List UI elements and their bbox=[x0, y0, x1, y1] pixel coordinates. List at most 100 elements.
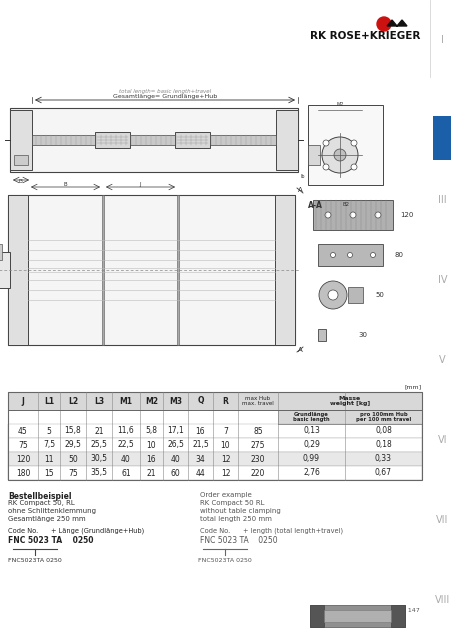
Text: 15: 15 bbox=[44, 468, 54, 477]
Text: pro 100mm Hub
per 100 mm travel: pro 100mm Hub per 100 mm travel bbox=[355, 412, 410, 422]
Bar bbox=[277, 410, 421, 424]
Text: L1: L1 bbox=[44, 397, 54, 406]
Bar bbox=[8, 195, 295, 345]
Text: Masse
weight [kg]: Masse weight [kg] bbox=[329, 396, 369, 406]
Text: Gesamtlänge= Grundlänge+Hub: Gesamtlänge= Grundlänge+Hub bbox=[113, 94, 216, 99]
Circle shape bbox=[333, 149, 345, 161]
Bar bbox=[309, 605, 323, 627]
Circle shape bbox=[327, 290, 337, 300]
Text: 275: 275 bbox=[250, 440, 265, 449]
Text: 40: 40 bbox=[121, 454, 131, 463]
Text: A: A bbox=[297, 187, 302, 193]
Text: 50: 50 bbox=[68, 454, 78, 463]
Text: A: A bbox=[297, 347, 302, 353]
Circle shape bbox=[322, 140, 328, 146]
Bar bbox=[95, 132, 130, 148]
Text: B2: B2 bbox=[342, 202, 350, 207]
Text: 11,6: 11,6 bbox=[117, 426, 134, 435]
Bar bbox=[390, 605, 404, 627]
Text: 21,5: 21,5 bbox=[192, 440, 208, 449]
Text: 0,67: 0,67 bbox=[374, 468, 391, 477]
Text: III: III bbox=[437, 195, 446, 205]
Bar bbox=[274, 195, 295, 345]
Text: IV: IV bbox=[437, 275, 446, 285]
Bar bbox=[8, 424, 421, 438]
Text: 80: 80 bbox=[394, 252, 403, 258]
Text: max Hub
max. travel: max Hub max. travel bbox=[242, 396, 273, 406]
Circle shape bbox=[321, 137, 357, 173]
Text: V: V bbox=[438, 355, 445, 365]
Text: 34: 34 bbox=[195, 454, 205, 463]
Text: 17,1: 17,1 bbox=[167, 426, 184, 435]
Text: 85: 85 bbox=[253, 426, 262, 435]
Text: 220: 220 bbox=[250, 468, 265, 477]
Bar bbox=[14, 155, 28, 165]
Bar bbox=[276, 110, 297, 170]
Text: 44: 44 bbox=[195, 468, 205, 477]
Text: 29,5: 29,5 bbox=[64, 440, 81, 449]
Text: RK Compact 50, RL: RK Compact 50, RL bbox=[8, 500, 74, 506]
Bar bbox=[309, 605, 404, 627]
Text: 12: 12 bbox=[220, 468, 230, 477]
Text: 120: 120 bbox=[16, 454, 30, 463]
Bar bbox=[307, 145, 319, 165]
Text: 7,5: 7,5 bbox=[43, 440, 55, 449]
Text: without table clamping: without table clamping bbox=[199, 508, 280, 514]
Text: lb: lb bbox=[300, 175, 305, 179]
Text: 16: 16 bbox=[195, 426, 205, 435]
Text: 120: 120 bbox=[399, 212, 413, 218]
Circle shape bbox=[370, 253, 375, 257]
Text: 0,08: 0,08 bbox=[374, 426, 391, 435]
Text: M1: M1 bbox=[119, 397, 132, 406]
Text: J: J bbox=[22, 397, 24, 406]
Text: I: I bbox=[440, 35, 443, 45]
Text: VI: VI bbox=[437, 435, 446, 445]
Circle shape bbox=[324, 212, 330, 218]
Bar bbox=[8, 452, 421, 466]
Text: 50: 50 bbox=[374, 292, 383, 298]
Text: L2: L2 bbox=[68, 397, 78, 406]
Bar bbox=[0, 244, 2, 260]
Text: 25,5: 25,5 bbox=[90, 440, 107, 449]
Text: 30: 30 bbox=[357, 332, 366, 338]
Bar bbox=[0, 252, 10, 288]
Bar bbox=[32, 135, 276, 145]
Circle shape bbox=[318, 281, 346, 309]
Text: Code No.      + Länge (Grundlänge+Hub): Code No. + Länge (Grundlänge+Hub) bbox=[8, 528, 144, 534]
Text: 7: 7 bbox=[223, 426, 227, 435]
Text: 35,5: 35,5 bbox=[90, 468, 107, 477]
Text: Code No.      + length (total length+travel): Code No. + length (total length+travel) bbox=[199, 528, 342, 534]
Text: 75: 75 bbox=[68, 468, 78, 477]
Text: 0,29: 0,29 bbox=[302, 440, 319, 449]
Bar bbox=[8, 195, 28, 345]
Text: total length 250 mm: total length 250 mm bbox=[199, 516, 271, 522]
Text: 0,33: 0,33 bbox=[374, 454, 391, 463]
Text: 21: 21 bbox=[94, 426, 104, 435]
Text: 26,5: 26,5 bbox=[167, 440, 184, 449]
Bar bbox=[10, 108, 297, 172]
Circle shape bbox=[374, 212, 380, 218]
Text: 15,8: 15,8 bbox=[64, 426, 81, 435]
Circle shape bbox=[349, 212, 355, 218]
Text: 5: 5 bbox=[46, 426, 51, 435]
Text: M3: M3 bbox=[169, 397, 182, 406]
Text: 2,76: 2,76 bbox=[302, 468, 319, 477]
Text: RK Compact 50 RL: RK Compact 50 RL bbox=[199, 500, 264, 506]
Text: L3: L3 bbox=[94, 397, 104, 406]
Bar bbox=[8, 392, 421, 480]
Text: 60: 60 bbox=[170, 468, 180, 477]
Text: 11: 11 bbox=[44, 454, 54, 463]
Text: 10: 10 bbox=[147, 440, 156, 449]
Text: 22,5: 22,5 bbox=[117, 440, 134, 449]
Text: M2: M2 bbox=[336, 102, 343, 107]
Bar bbox=[323, 610, 390, 622]
Text: B: B bbox=[64, 182, 67, 187]
Text: 0,99: 0,99 bbox=[302, 454, 319, 463]
Text: 16: 16 bbox=[147, 454, 156, 463]
Text: II: II bbox=[437, 97, 446, 107]
Bar bbox=[102, 195, 104, 345]
Text: 0,13: 0,13 bbox=[302, 426, 319, 435]
Circle shape bbox=[350, 164, 356, 170]
Circle shape bbox=[330, 253, 335, 257]
Text: 40: 40 bbox=[170, 454, 180, 463]
